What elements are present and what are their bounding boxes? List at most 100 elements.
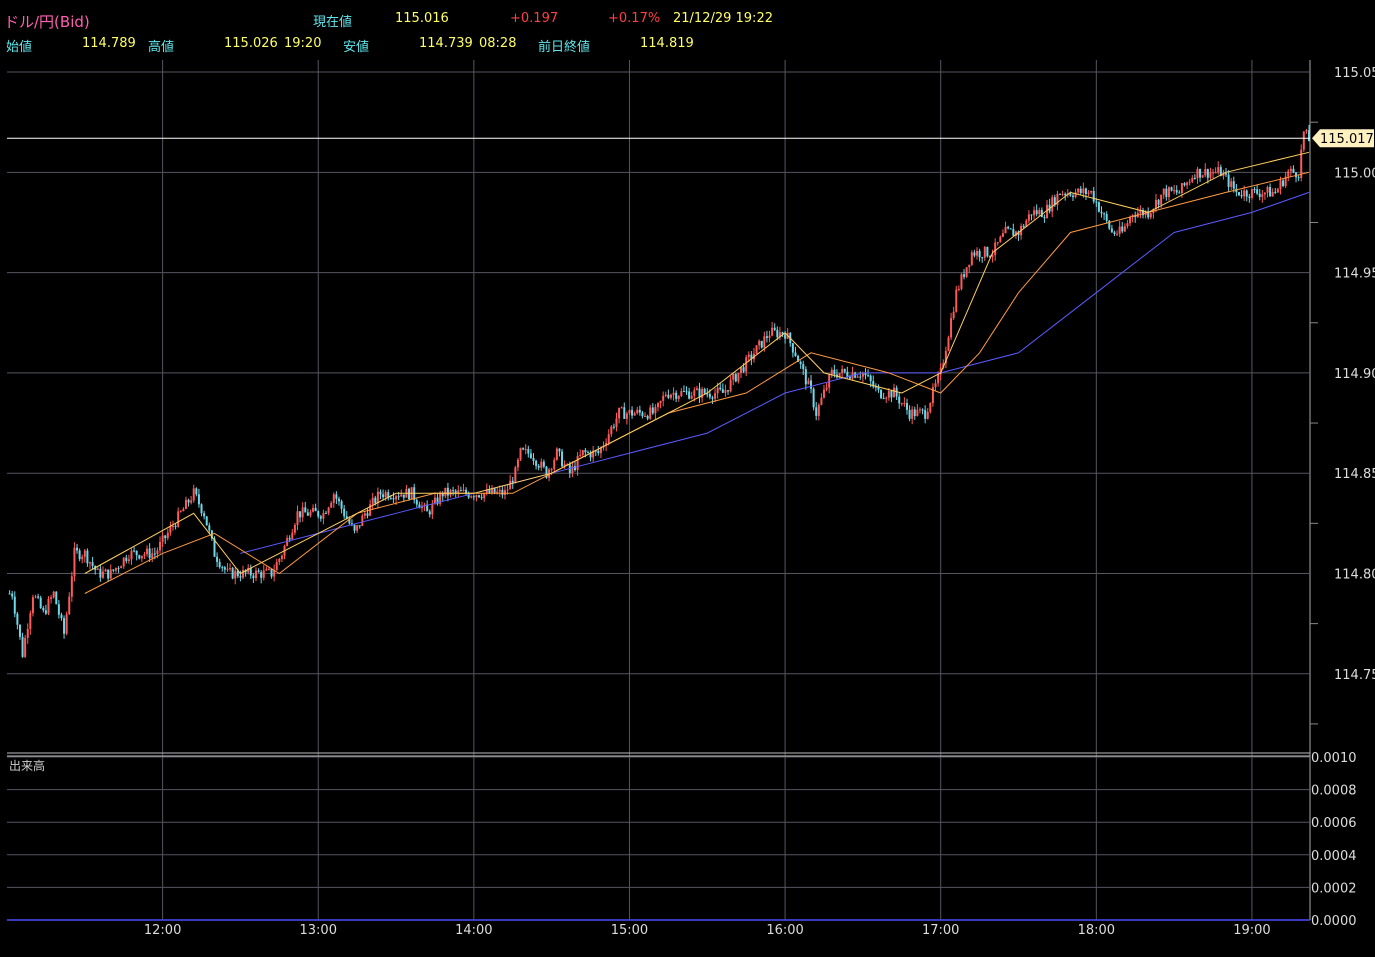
candle bbox=[1201, 174, 1204, 178]
candle-body bbox=[389, 498, 392, 500]
y-tick-label: 115.05 bbox=[1334, 66, 1375, 81]
candle-body bbox=[68, 596, 71, 615]
candle bbox=[252, 573, 255, 583]
candle-body bbox=[273, 570, 276, 577]
candle-body bbox=[322, 512, 325, 519]
candle-body bbox=[659, 400, 662, 404]
candle bbox=[1090, 190, 1093, 195]
candle-body bbox=[1258, 193, 1261, 197]
candle bbox=[719, 383, 722, 391]
candle-body bbox=[1139, 210, 1142, 214]
candle bbox=[275, 558, 278, 571]
candle bbox=[519, 447, 522, 462]
candle bbox=[332, 492, 335, 508]
candle bbox=[249, 564, 252, 579]
candle bbox=[649, 404, 652, 420]
candle bbox=[57, 600, 60, 619]
candle-body bbox=[607, 434, 610, 443]
candle-body bbox=[628, 409, 631, 414]
candle-body bbox=[1212, 172, 1215, 174]
candle bbox=[120, 565, 123, 569]
candle-body bbox=[867, 375, 870, 377]
candle-body bbox=[1191, 177, 1194, 182]
candle bbox=[330, 500, 333, 509]
candle-body bbox=[42, 608, 45, 611]
candle-body bbox=[996, 242, 999, 244]
candle bbox=[815, 401, 818, 421]
candle-body bbox=[843, 368, 846, 372]
candle bbox=[1121, 221, 1124, 234]
candle-body bbox=[1051, 197, 1054, 212]
candle-body bbox=[514, 467, 517, 484]
candle-body bbox=[47, 598, 50, 614]
candle bbox=[589, 450, 592, 462]
candle bbox=[18, 624, 21, 640]
candle bbox=[786, 328, 789, 340]
candle-body bbox=[916, 409, 919, 417]
candle-body bbox=[542, 461, 545, 467]
candle-body bbox=[869, 375, 872, 382]
candle-body bbox=[1271, 191, 1274, 197]
candle-body bbox=[13, 596, 16, 614]
candle bbox=[607, 429, 610, 446]
candle-body bbox=[184, 499, 187, 509]
candle-body bbox=[861, 372, 864, 377]
candle bbox=[771, 321, 774, 337]
candle bbox=[540, 458, 543, 471]
candle-body bbox=[301, 507, 304, 518]
candle-body bbox=[107, 569, 110, 579]
candle-body bbox=[924, 410, 927, 419]
candle bbox=[1282, 178, 1285, 188]
y-tick-label: 114.80 bbox=[1334, 567, 1375, 582]
candle-body bbox=[37, 596, 40, 598]
candle bbox=[916, 404, 919, 417]
candle bbox=[426, 500, 429, 512]
candle-body bbox=[475, 495, 478, 498]
low-label: 安値 bbox=[343, 40, 370, 55]
candle bbox=[1248, 193, 1251, 203]
candle-body bbox=[138, 555, 141, 559]
candle bbox=[384, 490, 387, 502]
candle bbox=[197, 488, 200, 508]
candle bbox=[343, 505, 346, 519]
candle-body bbox=[1308, 130, 1310, 142]
candle bbox=[545, 465, 548, 479]
candle-body bbox=[511, 480, 514, 484]
candle-body bbox=[874, 386, 877, 388]
candle-body bbox=[545, 466, 548, 478]
candle bbox=[1191, 175, 1194, 184]
candle-body bbox=[65, 614, 68, 634]
candle bbox=[273, 564, 276, 582]
candle-body bbox=[203, 513, 206, 517]
candle bbox=[428, 509, 431, 518]
candle bbox=[631, 406, 634, 419]
candle bbox=[1056, 190, 1059, 211]
candle-body bbox=[293, 524, 296, 533]
candle bbox=[527, 445, 530, 458]
candle bbox=[732, 372, 735, 386]
candle bbox=[109, 564, 112, 580]
candle bbox=[654, 404, 657, 420]
quote-datetime: 21/12/29 19:22 bbox=[673, 11, 773, 26]
candle-body bbox=[496, 491, 499, 494]
candle bbox=[905, 398, 908, 415]
candle-body bbox=[662, 395, 665, 401]
candle-body bbox=[205, 516, 208, 526]
candle-body bbox=[1217, 167, 1220, 173]
candle bbox=[574, 461, 577, 472]
candle bbox=[695, 385, 698, 391]
candle-body bbox=[1279, 180, 1282, 189]
candle bbox=[597, 446, 600, 456]
candle-body bbox=[1170, 187, 1173, 191]
candle-body bbox=[1165, 188, 1168, 197]
candle bbox=[872, 375, 875, 389]
candle-body bbox=[252, 575, 255, 579]
candle-body bbox=[83, 550, 86, 557]
candle-body bbox=[973, 252, 976, 256]
candle bbox=[257, 568, 260, 573]
candle bbox=[579, 449, 582, 458]
candle-body bbox=[516, 459, 519, 468]
candle bbox=[312, 504, 315, 513]
candle-body bbox=[335, 494, 338, 499]
